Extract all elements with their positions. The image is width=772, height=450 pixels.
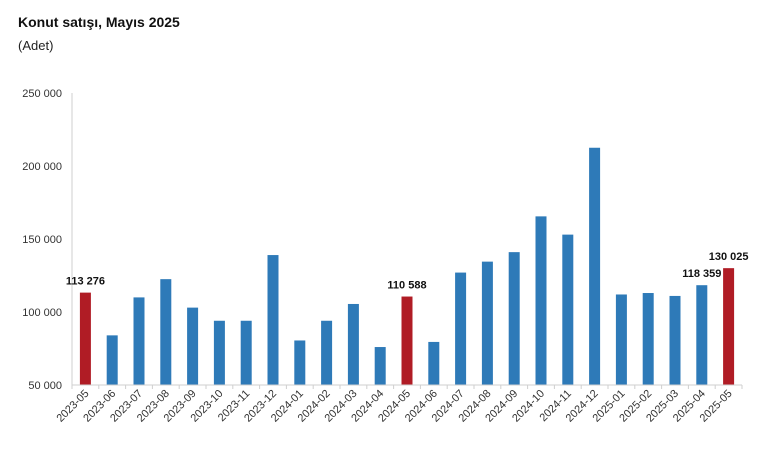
bar-2024-07 <box>455 272 467 385</box>
y-axis: 50 000 100 000 150 000 200 000 250 000 <box>22 88 73 392</box>
bar-2023-11 <box>240 320 252 385</box>
bar-2024-12 <box>589 147 601 385</box>
chart-title: Konut satışı, Mayıs 2025 <box>18 14 180 30</box>
bar-2024-11 <box>562 234 574 385</box>
chart-subtitle: (Adet) <box>18 38 54 53</box>
bar-2024-02 <box>321 320 333 385</box>
x-axis: 2023-052023-062023-072023-082023-092023-… <box>54 384 743 425</box>
bar-2025-03 <box>669 295 681 385</box>
bar-2025-05 <box>723 268 735 385</box>
y-tick-label: 200 000 <box>22 161 62 173</box>
bar-2023-08 <box>160 279 172 385</box>
data-labels: 113 276 110 588 118 359 130 025 <box>66 251 749 291</box>
bar-2023-05 <box>79 292 91 385</box>
data-label-2025-05: 130 025 <box>709 251 749 263</box>
y-tick-label: 150 000 <box>22 234 62 246</box>
bars <box>79 147 735 385</box>
bar-2024-01 <box>294 340 306 385</box>
bar-2025-04 <box>696 285 708 385</box>
bar-2023-12 <box>267 255 279 385</box>
bar-2025-02 <box>642 293 654 385</box>
bar-2024-09 <box>508 252 520 385</box>
bar-2024-03 <box>347 303 359 385</box>
bar-2023-07 <box>133 297 145 385</box>
data-label-2025-04: 118 359 <box>682 268 721 280</box>
data-label-2023-05: 113 276 <box>66 276 105 288</box>
data-label-2024-05: 110 588 <box>387 280 426 292</box>
bar-2024-08 <box>481 261 493 385</box>
y-tick-label: 250 000 <box>22 88 62 100</box>
bar-2023-10 <box>213 320 225 385</box>
bar-2024-06 <box>428 341 440 385</box>
y-tick-label: 100 000 <box>22 307 62 319</box>
y-tick-label: 50 000 <box>28 380 62 392</box>
bar-2024-10 <box>535 216 547 385</box>
bar-2025-01 <box>615 294 627 385</box>
bar-2024-05 <box>401 296 413 385</box>
bar-2023-06 <box>106 335 118 385</box>
bar-2024-04 <box>374 347 386 385</box>
bar-2023-09 <box>187 307 199 385</box>
